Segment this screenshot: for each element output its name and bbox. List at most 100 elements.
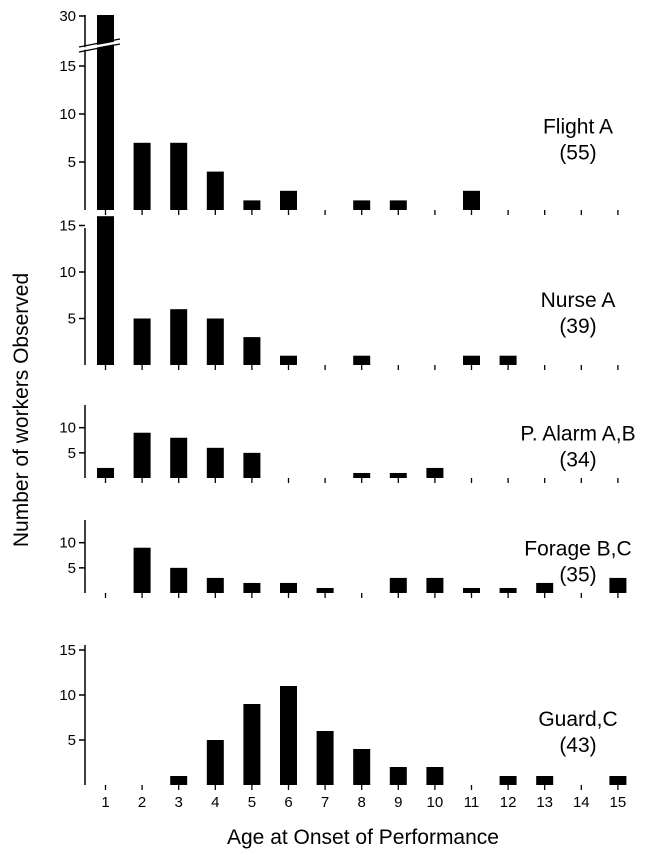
bar-11	[463, 355, 480, 365]
bar-10	[426, 767, 444, 785]
panel-5: 5 10 15 Guard,C (43)	[59, 642, 627, 790]
x-tick-label: 6	[284, 794, 292, 811]
bar-10	[426, 467, 444, 478]
y-axis-title: Number of workers Observed	[10, 273, 33, 547]
y-tick-label: 30	[59, 8, 76, 25]
x-tick-label: 3	[175, 794, 183, 811]
bar-5	[243, 704, 261, 785]
x-tick-label: 15	[610, 794, 627, 811]
y-tick-label: 10	[59, 535, 76, 552]
bar-9	[389, 767, 407, 785]
bar-8	[353, 472, 371, 478]
y-tick-label: 15	[59, 218, 76, 235]
y-tick-label: 10	[59, 264, 76, 281]
bar-9	[389, 472, 407, 478]
x-tick-label: 8	[358, 794, 366, 811]
x-tick-label: 14	[573, 794, 590, 811]
panel-2: 5 10 15 Nurse A (39)	[59, 216, 619, 370]
bar-4	[206, 447, 224, 478]
bar-2	[133, 142, 151, 210]
x-tick-label: 7	[321, 794, 329, 811]
panel-3: 5 10 P. Alarm A,B (34)	[59, 405, 636, 483]
y-tick-label: 5	[68, 154, 76, 171]
bar-5	[243, 200, 261, 210]
bar-1	[97, 216, 114, 365]
panel-label-name: Guard,C	[538, 708, 617, 731]
bar-3	[170, 142, 188, 210]
bar-5	[243, 452, 261, 478]
bar-2	[133, 318, 151, 365]
y-tick-label: 10	[59, 106, 76, 123]
panel-label-count: (55)	[559, 142, 596, 165]
bar-11	[463, 587, 480, 593]
x-tick-label: 11	[464, 794, 480, 811]
bar-15	[609, 776, 627, 785]
bar-8	[353, 749, 371, 785]
bar-3	[170, 437, 188, 478]
bar-11	[463, 190, 480, 210]
panel-label-count: (34)	[559, 449, 596, 472]
axis-break-mark	[78, 38, 121, 53]
y-tick-label: 5	[68, 311, 76, 328]
panel-label-count: (39)	[559, 315, 596, 338]
bar-7	[316, 587, 334, 593]
y-tick-label: 5	[68, 560, 76, 577]
bar-12	[499, 355, 517, 365]
x-tick-label: 10	[427, 794, 444, 811]
bar-6	[280, 190, 297, 210]
x-tick-label: 1	[101, 794, 109, 811]
x-tick-label: 9	[394, 794, 402, 811]
bar-12	[499, 587, 517, 593]
bar-5	[243, 337, 261, 365]
bar-15	[609, 577, 627, 593]
bar-8	[353, 355, 371, 365]
y-tick-label: 10	[59, 420, 76, 437]
chart-panels: 5 10 15 30 Flight A (55) 5 10 15 Nurse A (39) 5 10 P.…	[59, 8, 636, 790]
x-axis-ticks: 1 2 3 4 5 6 7 8 9 10 11 12 13 14 15	[101, 794, 626, 811]
bar-4	[206, 318, 224, 365]
panel-label-name: Nurse A	[541, 289, 616, 312]
y-tick-label: 15	[59, 58, 76, 75]
x-axis-title: Age at Onset of Performance	[227, 826, 499, 849]
bar-4	[206, 577, 224, 593]
bar-4	[206, 171, 224, 210]
bar-1	[97, 15, 114, 210]
x-tick-label: 13	[536, 794, 553, 811]
panel-4: 5 10 Forage B,C (35)	[59, 520, 632, 598]
bar-13	[536, 582, 554, 593]
y-tick-label: 15	[59, 642, 76, 659]
bar-9	[389, 200, 407, 210]
bar-10	[426, 577, 444, 593]
panel-label-name: Forage B,C	[524, 538, 631, 561]
panel-label-name: P. Alarm A,B	[520, 423, 635, 446]
panel-label-count: (35)	[559, 564, 596, 587]
x-tick-label: 4	[211, 794, 219, 811]
x-tick-label: 5	[248, 794, 256, 811]
bar-6	[280, 355, 297, 365]
bar-2	[133, 547, 151, 593]
bar-4	[206, 740, 224, 785]
bar-5	[243, 582, 261, 593]
bar-3	[170, 309, 188, 365]
panel-label-name: Flight A	[543, 116, 613, 139]
y-tick-label: 5	[68, 445, 76, 462]
bar-12	[499, 776, 517, 785]
bar-8	[353, 200, 371, 210]
bar-3	[170, 567, 188, 593]
y-tick-label: 10	[59, 687, 76, 704]
x-tick-label: 12	[500, 794, 517, 811]
x-tick-label: 2	[138, 794, 146, 811]
bar-6	[280, 582, 297, 593]
bar-1	[97, 467, 114, 478]
bar-7	[316, 731, 334, 785]
bar-9	[389, 577, 407, 593]
axis-break-gap	[78, 40, 121, 51]
bar-2	[133, 432, 151, 478]
panel-1: 5 10 15 30 Flight A (55)	[59, 8, 619, 215]
panel-label-count: (43)	[559, 734, 596, 757]
y-tick-label: 5	[68, 732, 76, 749]
bar-6	[280, 686, 297, 785]
bar-3	[170, 776, 188, 785]
bar-13	[536, 776, 554, 785]
